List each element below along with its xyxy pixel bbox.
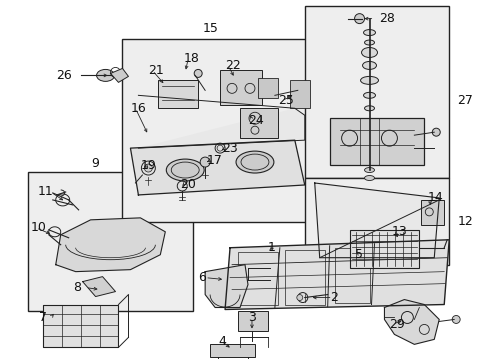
Text: 29: 29 [388, 318, 405, 331]
Ellipse shape [363, 30, 375, 36]
Text: 11: 11 [38, 185, 54, 198]
Polygon shape [82, 276, 115, 297]
Bar [258, 78, 277, 98]
Bar [240, 108, 277, 138]
Polygon shape [56, 218, 165, 272]
Ellipse shape [361, 48, 377, 58]
Text: 19: 19 [140, 158, 156, 172]
Bar [285, 250, 324, 305]
Polygon shape [205, 265, 247, 307]
Text: 26: 26 [56, 69, 71, 82]
Polygon shape [384, 300, 438, 345]
Bar [158, 80, 198, 108]
Text: 8: 8 [73, 281, 81, 294]
Polygon shape [224, 240, 448, 310]
Ellipse shape [364, 40, 374, 45]
Bar [289, 80, 309, 108]
Bar [220, 71, 262, 105]
Ellipse shape [402, 238, 409, 246]
Text: 9: 9 [91, 157, 100, 170]
Bar [238, 252, 277, 305]
Bar [334, 248, 369, 302]
Bar [210, 345, 254, 357]
Bar [329, 118, 424, 165]
Bar [304, 178, 448, 265]
Ellipse shape [360, 76, 378, 84]
Bar [304, 6, 448, 178]
Text: 24: 24 [247, 114, 263, 127]
Ellipse shape [236, 151, 273, 173]
Bar [122, 39, 319, 222]
Ellipse shape [96, 69, 114, 81]
Text: 17: 17 [207, 154, 223, 167]
Text: 7: 7 [39, 311, 47, 324]
Polygon shape [314, 183, 438, 258]
Text: 15: 15 [202, 22, 218, 35]
Text: 22: 22 [224, 59, 240, 72]
Ellipse shape [296, 294, 302, 301]
Polygon shape [110, 68, 128, 82]
Ellipse shape [451, 315, 459, 323]
Ellipse shape [354, 14, 364, 24]
Ellipse shape [431, 128, 439, 136]
Ellipse shape [364, 106, 374, 111]
Ellipse shape [364, 167, 374, 172]
Polygon shape [138, 108, 304, 148]
Text: 16: 16 [130, 102, 146, 115]
Bar [421, 200, 443, 225]
Bar [28, 172, 193, 311]
Text: 18: 18 [183, 52, 199, 65]
Text: 25: 25 [277, 94, 293, 107]
Ellipse shape [364, 176, 374, 180]
Text: 3: 3 [247, 311, 255, 324]
Text: 12: 12 [456, 215, 472, 228]
Ellipse shape [200, 157, 210, 167]
Bar [349, 230, 419, 268]
Ellipse shape [363, 92, 375, 98]
Text: 1: 1 [267, 241, 275, 254]
Bar [42, 305, 118, 347]
Ellipse shape [144, 164, 152, 172]
Ellipse shape [166, 159, 203, 181]
Text: 4: 4 [218, 335, 225, 348]
Text: 10: 10 [31, 221, 47, 234]
Polygon shape [130, 140, 304, 195]
Text: 28: 28 [379, 12, 394, 25]
Text: 2: 2 [329, 291, 337, 304]
Text: 5: 5 [354, 248, 362, 261]
Ellipse shape [194, 69, 202, 77]
Text: 21: 21 [148, 64, 164, 77]
Text: 23: 23 [222, 141, 237, 155]
Text: 27: 27 [456, 94, 472, 107]
Text: 14: 14 [427, 192, 442, 204]
Text: 20: 20 [180, 179, 196, 192]
Text: 13: 13 [390, 225, 407, 238]
Ellipse shape [362, 62, 376, 69]
Bar [238, 311, 267, 332]
Text: 6: 6 [198, 271, 205, 284]
